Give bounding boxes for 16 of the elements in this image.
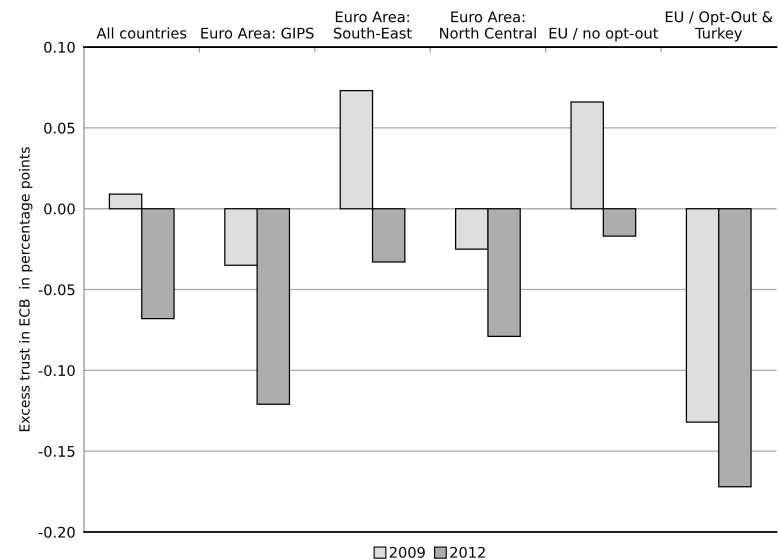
y-tick-label: 0.00 (44, 203, 75, 214)
x-tick-label: All countries (96, 27, 186, 39)
y-tick-label: -0.05 (38, 284, 74, 296)
x-tick-label: EU / no opt-out (550, 28, 658, 42)
y-tick-label: 0.05 (44, 122, 74, 134)
legend-label: 2009 (390, 546, 425, 558)
x-tick-label: Euro Area: GIPS (201, 28, 314, 39)
x-tick-label: Euro Area: North Central (440, 11, 536, 39)
y-tick-label: 0.10 (44, 42, 75, 53)
y-tick-label: -0.15 (38, 446, 74, 457)
legend-label: 2012 (450, 546, 485, 558)
y-tick-label: -0.20 (38, 526, 75, 538)
y-axis-title: Excess trust in ECB in percentage points (18, 147, 32, 432)
y-tick-label: -0.10 (38, 365, 75, 376)
x-tick-label: EU / Opt-Out & Turkey (666, 11, 773, 42)
x-tick-label: Euro Area: South-East (334, 11, 412, 39)
